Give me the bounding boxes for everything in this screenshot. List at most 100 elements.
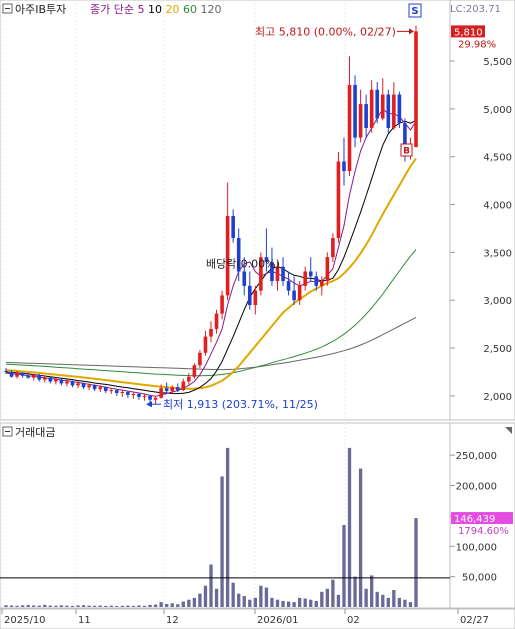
sell-marker (408, 3, 422, 18)
candle-body (203, 336, 208, 353)
date-axis-panel (0, 608, 515, 629)
candle-body (153, 397, 158, 400)
candle-body (109, 390, 114, 392)
volume-last-pct: 1794.60% (458, 526, 509, 537)
volume-bar (92, 605, 97, 607)
candle-body (48, 377, 53, 382)
volume-bar (286, 601, 291, 607)
price-tick-label: 4,000 (483, 201, 512, 212)
volume-bar (20, 605, 25, 607)
volume-bar (259, 585, 263, 607)
volume-bar (242, 596, 246, 607)
price-axis-panel (449, 0, 515, 421)
current-price-value: 5,810 (454, 27, 483, 38)
candle-body (331, 238, 335, 258)
candle-body (9, 371, 14, 377)
candle-body (198, 352, 202, 366)
ma-legend-item[interactable]: 20 (162, 3, 180, 16)
candle-body (120, 392, 125, 394)
volume-bar (159, 602, 163, 607)
volume-bar (392, 589, 396, 607)
volume-bar (397, 597, 402, 607)
candle-body (259, 257, 263, 291)
candle-body (264, 257, 269, 262)
price-tick-label: 4,500 (483, 153, 512, 164)
volume-bar (120, 605, 125, 607)
ma10-line (5, 119, 417, 395)
candle-body (375, 89, 380, 119)
moving-average-lines (5, 108, 417, 397)
candle-body (15, 372, 19, 377)
volume-bar (275, 599, 280, 607)
volume-bar (153, 604, 158, 607)
volume-bar (281, 600, 285, 607)
candle-body (325, 257, 330, 282)
candle-body (20, 372, 25, 376)
volume-bar (403, 599, 407, 607)
candle-body (175, 387, 180, 391)
ma-legend-item[interactable]: 종가 단순 5 (90, 3, 144, 16)
candle-body (126, 392, 130, 395)
candle-body (181, 381, 186, 391)
legend: 아주IB투자 종가 단순 5 10 20 60 120 (2, 3, 221, 16)
candle-body (392, 94, 396, 129)
candle-body (131, 393, 136, 395)
candle-body (103, 387, 108, 392)
candle-body (242, 271, 247, 286)
candle-body (414, 31, 418, 148)
candle-body (26, 375, 30, 378)
volume-panel (0, 422, 451, 609)
volume-bar (81, 605, 86, 607)
volume-bar (331, 579, 335, 607)
ma60-line (5, 249, 417, 377)
candle-body (214, 313, 219, 329)
ma-legend-item[interactable]: 120 (197, 3, 222, 16)
volume-tick-label: 250,000 (456, 451, 497, 462)
volume-bar (220, 476, 224, 607)
candle-body (281, 266, 285, 282)
volume-bar (37, 605, 41, 607)
ma-legend: 종가 단순 5 10 20 60 120 (90, 3, 221, 16)
ma-legend-item[interactable]: 60 (179, 3, 197, 16)
price-tick-label: 2,500 (483, 344, 512, 355)
candle-body (220, 295, 224, 314)
candle-body (369, 89, 374, 129)
candle-body (225, 216, 230, 296)
volume-bar (48, 605, 52, 607)
candle-body (76, 383, 80, 386)
volume-bars (0, 447, 450, 607)
grid (1, 0, 346, 608)
high-annotation: 최고 5,810 (0.00%, 02/27) (255, 25, 396, 38)
price-tick-label: 3,000 (483, 296, 512, 307)
candle-body (314, 276, 319, 286)
current-price-tag (451, 25, 485, 38)
date-tick-label: 02/27 (460, 615, 489, 626)
volume-bar (192, 597, 197, 607)
candle-body (170, 387, 175, 392)
volume-bar (165, 603, 169, 607)
ma-legend-item[interactable]: 10 (144, 3, 162, 16)
volume-bar (70, 605, 75, 607)
candle-body (297, 285, 302, 301)
volume-bar (297, 597, 302, 607)
price-tick-label: 2,000 (483, 392, 512, 403)
volume-tick-label: 100,000 (456, 542, 497, 553)
volume-bar (320, 591, 324, 607)
volume-bar (98, 605, 102, 607)
candle-body (70, 381, 75, 386)
current-price-pct: 29.98% (458, 39, 496, 50)
candle-body (380, 94, 385, 119)
volume-bar (26, 605, 30, 607)
ma20-line (5, 158, 417, 390)
volume-bar (347, 447, 352, 607)
date-tick-label: 02 (347, 615, 360, 626)
buy-marker-label: B (403, 147, 410, 157)
candle-body (397, 94, 402, 124)
volume-bar (76, 605, 80, 607)
volume-bar (414, 518, 418, 607)
candle-body (236, 238, 241, 272)
volume-bar (131, 605, 136, 607)
candle-body (148, 395, 152, 400)
candle-body (320, 281, 324, 286)
candle-body (247, 285, 252, 305)
